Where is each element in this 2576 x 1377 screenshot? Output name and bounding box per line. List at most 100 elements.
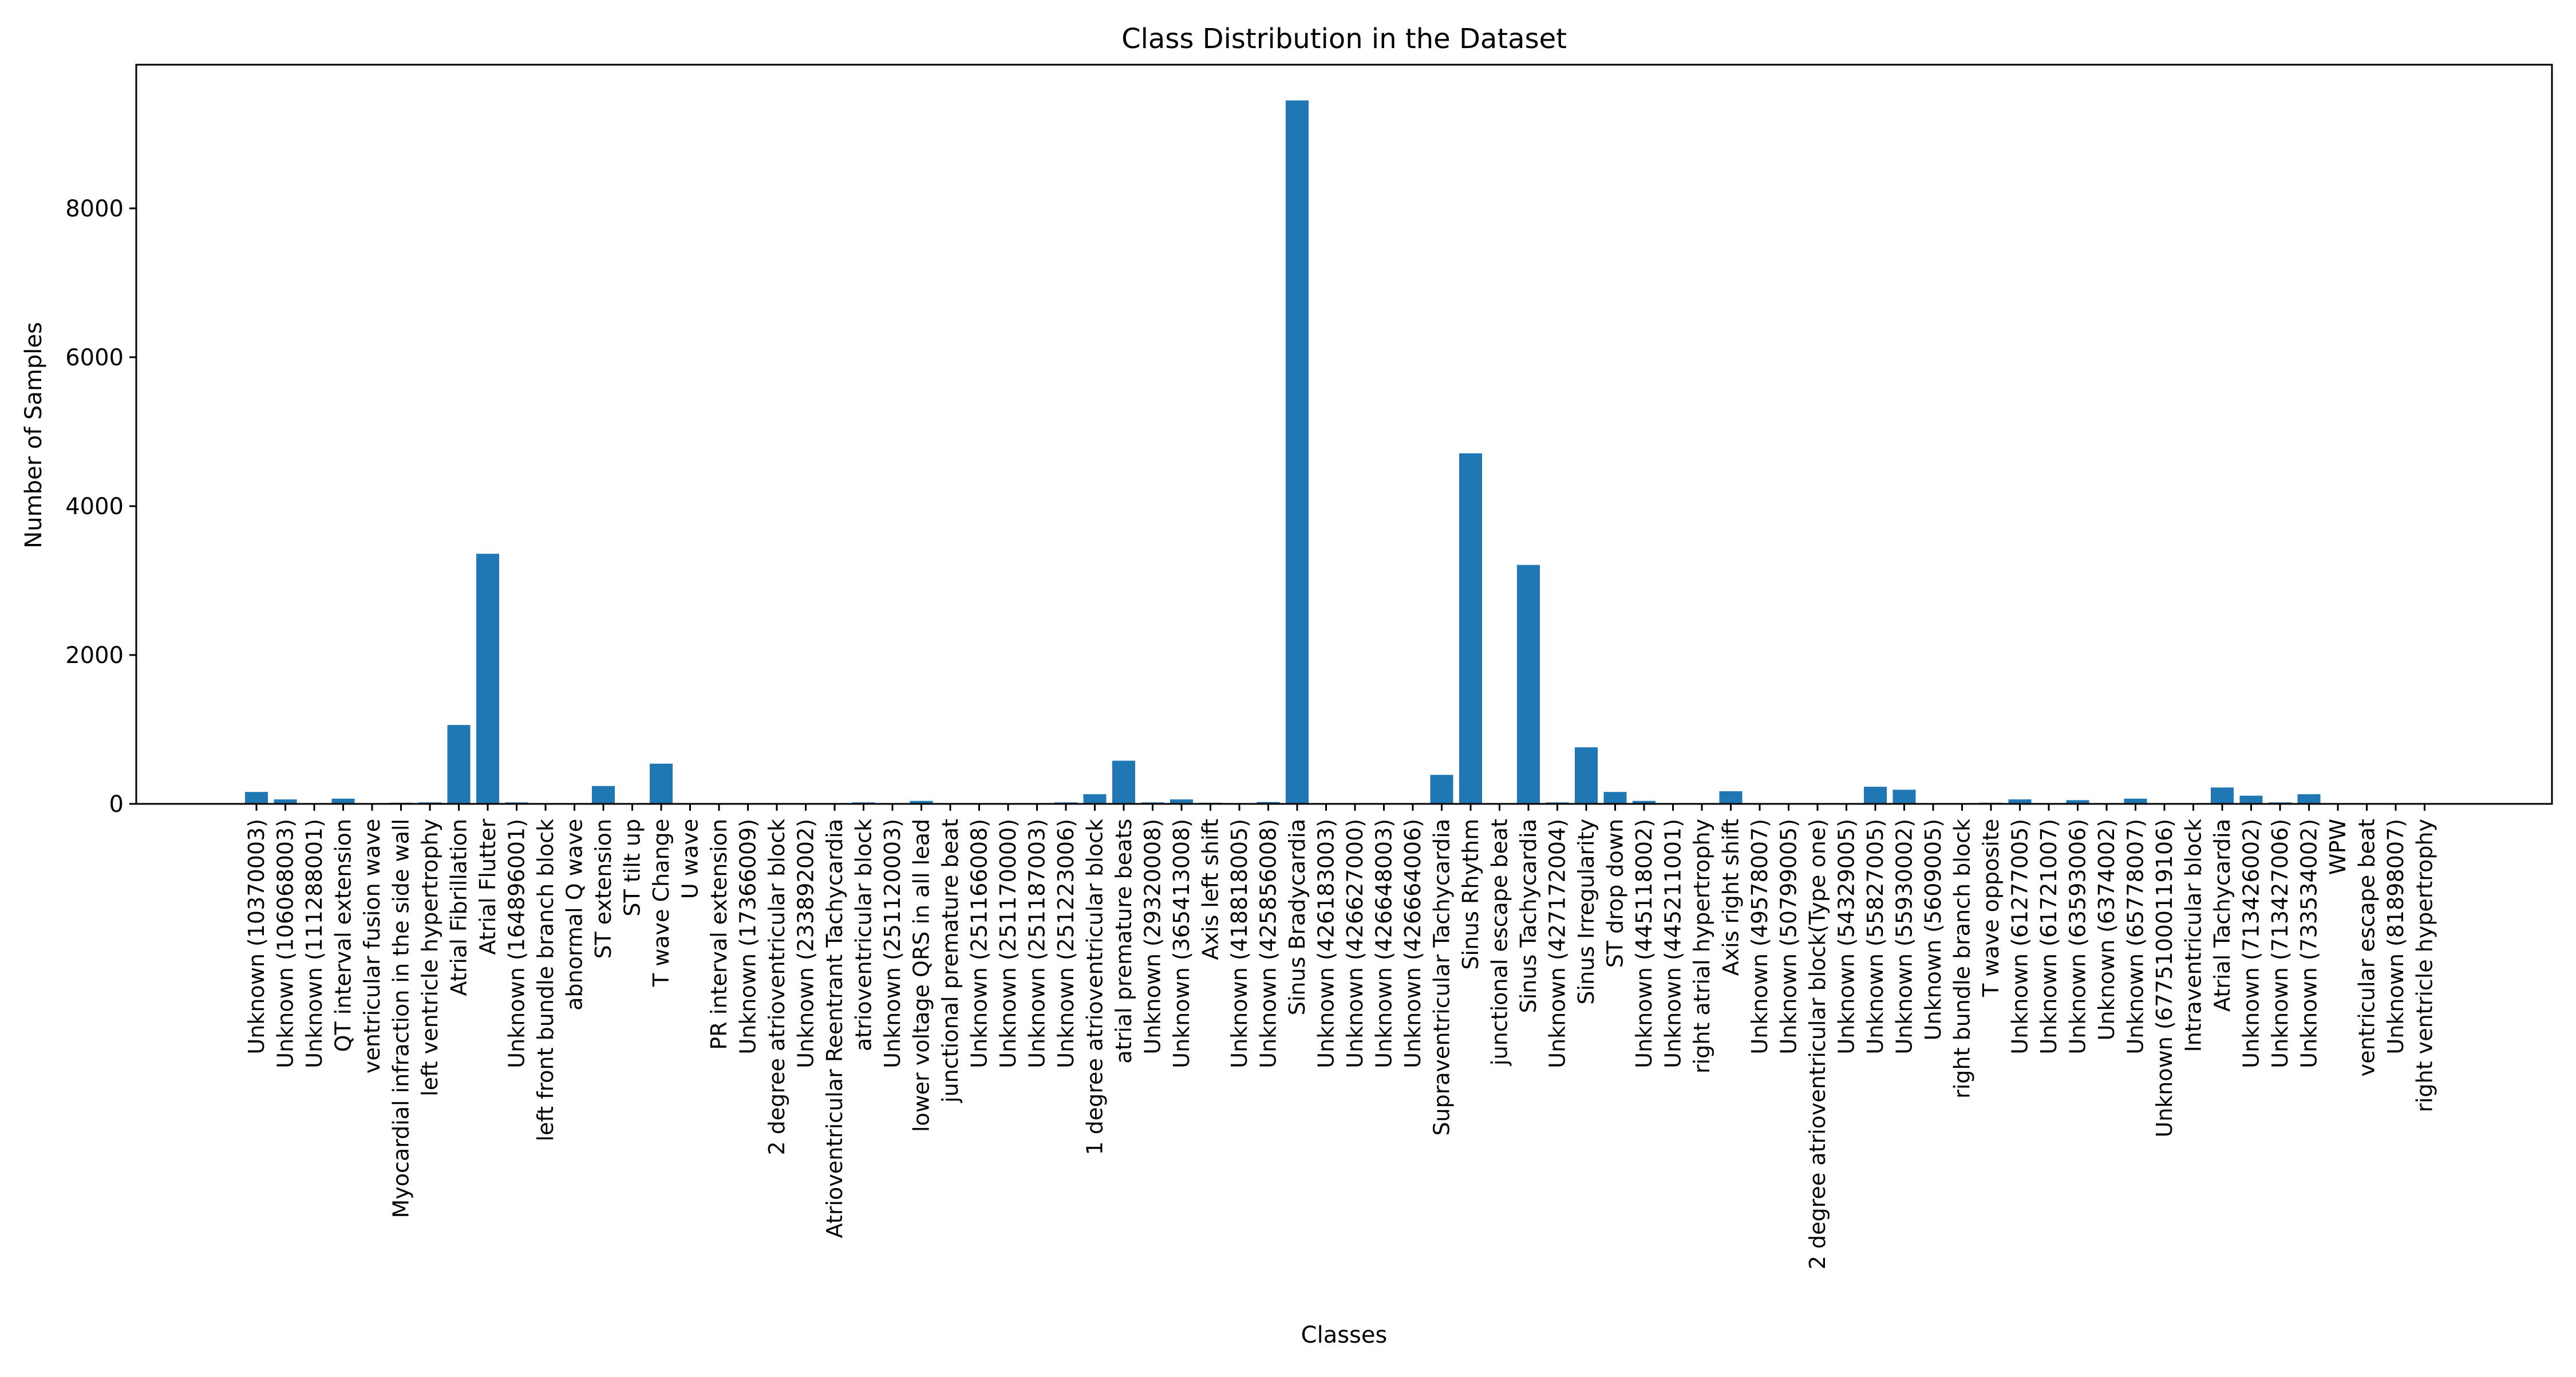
x-tick-label: Unknown (426627000) bbox=[1342, 819, 1368, 1068]
x-tick-label: Supraventricular Tachycardia bbox=[1429, 819, 1455, 1136]
x-tick-label: Sinus Irregularity bbox=[1574, 819, 1599, 1005]
x-tick-label: Unknown (54329005) bbox=[1834, 819, 1859, 1055]
x-tick-label: PR interval extension bbox=[706, 819, 732, 1050]
bar bbox=[1257, 802, 1280, 804]
x-tick-label: Sinus Bradycardia bbox=[1285, 819, 1310, 1015]
bar bbox=[592, 786, 615, 804]
x-tick-label: Atrial Flutter bbox=[475, 819, 500, 955]
x-tick-label: atrial premature beats bbox=[1111, 819, 1136, 1064]
x-tick-label: Unknown (713427006) bbox=[2267, 819, 2293, 1068]
x-tick-label: right ventricle hypertrophy bbox=[2412, 819, 2437, 1112]
bar bbox=[1430, 775, 1453, 804]
x-tick-label: Axis right shift bbox=[1718, 819, 1744, 976]
x-tick-label: Unknown (251223006) bbox=[1053, 819, 1078, 1068]
bar bbox=[1603, 792, 1627, 804]
x-tick-label: Unknown (49578007) bbox=[1747, 819, 1772, 1055]
bar bbox=[1459, 453, 1482, 804]
x-tick-label: ventricular escape beat bbox=[2354, 819, 2380, 1076]
bar bbox=[1719, 791, 1743, 804]
x-tick-label: Unknown (733534002) bbox=[2297, 819, 2322, 1068]
x-tick-label: Unknown (5609005) bbox=[1921, 819, 1946, 1040]
x-tick-label: atrioventricular block bbox=[851, 819, 876, 1051]
x-tick-label: Unknown (251120003) bbox=[880, 819, 905, 1068]
y-axis-label: Number of Samples bbox=[21, 322, 47, 549]
x-axis-ticks: Unknown (10370003) Unknown (106068003) Unk… bbox=[244, 804, 2437, 1269]
y-tick-label: 2000 bbox=[65, 642, 124, 669]
x-tick-label: junctional premature beat bbox=[938, 819, 963, 1103]
x-tick-label: junctional escape beat bbox=[1487, 819, 1512, 1066]
y-tick-label: 6000 bbox=[65, 345, 124, 371]
bar bbox=[1112, 760, 1135, 804]
bar bbox=[1575, 747, 1598, 804]
x-tick-label: Unknown (365413008) bbox=[1169, 819, 1194, 1068]
x-tick-label: ventricular fusion wave bbox=[359, 819, 385, 1074]
y-tick-label: 8000 bbox=[65, 196, 124, 222]
bar bbox=[2297, 794, 2321, 804]
x-tick-label: Unknown (61277005) bbox=[2008, 819, 2033, 1055]
x-tick-label: right bundle branch block bbox=[1950, 819, 1975, 1099]
x-tick-label: Unknown (61721007) bbox=[2036, 819, 2061, 1055]
x-tick-label: left ventricle hypertrophy bbox=[417, 819, 442, 1096]
x-tick-label: Unknown (29320008) bbox=[1140, 819, 1165, 1055]
bar bbox=[650, 763, 673, 804]
bar bbox=[1633, 800, 1656, 804]
x-tick-label: Atrial Fibrillation bbox=[447, 819, 472, 996]
x-tick-label: U wave bbox=[678, 819, 703, 899]
x-tick-label: Unknown (426183003) bbox=[1314, 819, 1339, 1068]
x-tick-label: Unknown (55827005) bbox=[1863, 819, 1888, 1055]
x-tick-label: lower voltage QRS in all lead bbox=[909, 819, 934, 1132]
x-tick-label: Unknown (55930002) bbox=[1892, 819, 1917, 1055]
x-tick-label: ST extension bbox=[591, 819, 616, 959]
x-tick-label: WPW bbox=[2325, 819, 2350, 875]
x-axis-label: Classes bbox=[1301, 1322, 1388, 1348]
bar bbox=[1083, 794, 1107, 804]
y-tick-label: 0 bbox=[109, 791, 124, 818]
x-tick-label: Sinus Rhythm bbox=[1458, 819, 1483, 970]
x-tick-label: 2 degree atrioventricular block bbox=[764, 819, 789, 1155]
y-axis-ticks: 0 2000 4000 6000 8000 bbox=[65, 196, 136, 818]
bar bbox=[2211, 787, 2234, 804]
bar bbox=[331, 798, 355, 804]
x-tick-label: ST tilt up bbox=[620, 819, 645, 917]
x-tick-label: Intraventricular block bbox=[2181, 819, 2206, 1052]
x-tick-label: Axis left shift bbox=[1198, 819, 1223, 960]
bar bbox=[1170, 799, 1193, 804]
x-tick-label: Unknown (445118002) bbox=[1631, 819, 1657, 1068]
x-tick-label: Unknown (17366009) bbox=[736, 819, 761, 1055]
x-tick-label: Unknown (426648003) bbox=[1372, 819, 1397, 1068]
x-tick-label: ST drop down bbox=[1603, 819, 1628, 968]
bar bbox=[245, 792, 268, 804]
x-tick-label: Unknown (233892002) bbox=[793, 819, 819, 1068]
bar bbox=[1893, 790, 1916, 804]
x-tick-label: Unknown (106068003) bbox=[273, 819, 298, 1068]
bar bbox=[1286, 100, 1309, 804]
bar-group bbox=[245, 100, 2436, 804]
x-tick-label: Unknown (427172004) bbox=[1545, 819, 1570, 1068]
x-tick-label: Unknown (713426002) bbox=[2239, 819, 2264, 1068]
x-tick-label: Unknown (81898007) bbox=[2383, 819, 2408, 1055]
x-tick-label: T wave Change bbox=[649, 819, 674, 987]
x-tick-label: Atrioventricular Reentrant Tachycardia bbox=[822, 819, 847, 1238]
chart-title: Class Distribution in the Dataset bbox=[1121, 23, 1567, 55]
bar bbox=[274, 799, 297, 804]
x-tick-label: Unknown (67751000119106) bbox=[2152, 819, 2177, 1138]
x-tick-label: right atrial hypertrophy bbox=[1689, 819, 1714, 1074]
bar bbox=[1517, 565, 1540, 804]
bar bbox=[476, 554, 499, 804]
bar bbox=[910, 800, 933, 804]
y-tick-label: 4000 bbox=[65, 494, 124, 520]
x-tick-label: Atrial Tachycardia bbox=[2210, 819, 2235, 1012]
x-tick-label: Unknown (425856008) bbox=[1256, 819, 1281, 1068]
x-tick-label: Unknown (50799005) bbox=[1776, 819, 1801, 1055]
bar bbox=[447, 725, 471, 804]
x-tick-label: abnormal Q wave bbox=[562, 819, 587, 1011]
x-tick-label: Unknown (251187003) bbox=[1025, 819, 1050, 1068]
x-tick-label: Unknown (251166008) bbox=[967, 819, 992, 1068]
x-tick-label: QT interval extension bbox=[331, 819, 356, 1052]
x-tick-label: Unknown (6374002) bbox=[2094, 819, 2119, 1040]
x-tick-label: left front bundle branch block bbox=[533, 819, 558, 1142]
x-tick-label: Myocardial infraction in the side wall bbox=[389, 819, 414, 1218]
x-tick-label: Unknown (426664006) bbox=[1400, 819, 1425, 1068]
